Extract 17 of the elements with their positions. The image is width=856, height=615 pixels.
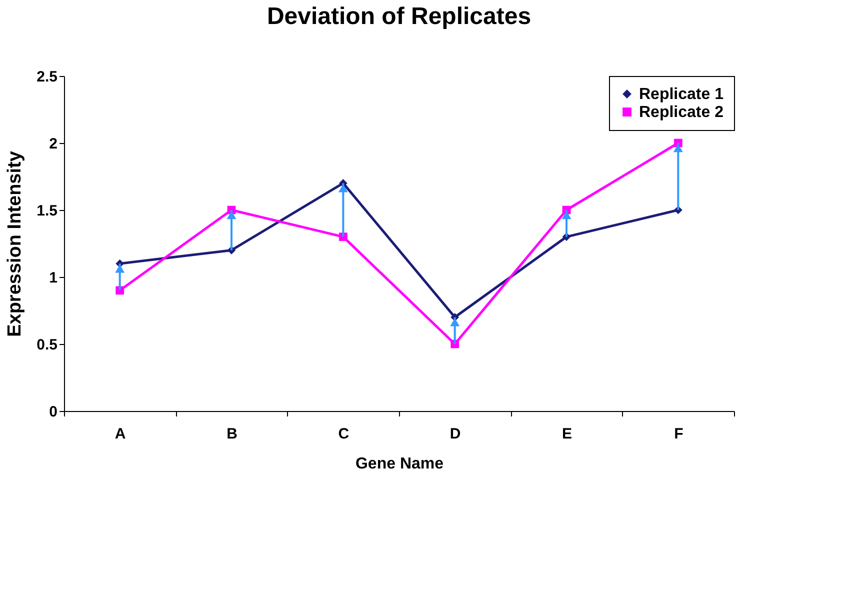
y-tick-label: 0.5 [36,336,58,354]
y-tick-label: 2 [49,136,58,152]
y-tick-label: 1 [49,270,58,286]
x-tick-label: E [562,426,572,442]
x-tick-label: C [338,426,350,442]
y-tick-label: 2.5 [36,68,58,86]
x-tick-label: D [450,426,461,442]
legend-label: Replicate 2 [639,104,724,121]
chart-title: Deviation of Replicates [266,3,532,30]
y-axis-title: Expression Intensity [4,150,26,337]
y-tick-label: 0 [49,404,58,420]
x-tick-label: F [674,426,684,442]
x-tick-label: A [114,426,126,442]
x-axis-title: Gene Name [355,456,444,472]
x-tick-label: B [226,426,238,442]
y-tick-label: 1.5 [36,202,58,220]
legend-label: Replicate 1 [639,86,724,103]
